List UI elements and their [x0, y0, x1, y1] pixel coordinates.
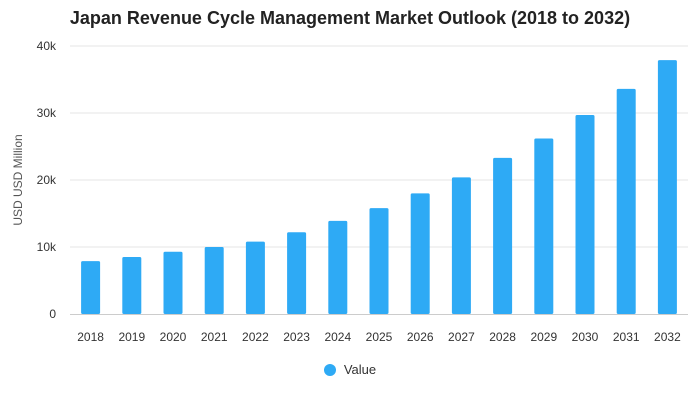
x-tick-label: 2026: [407, 330, 434, 344]
x-tick-label: 2028: [489, 330, 516, 344]
x-tick-label: 2020: [160, 330, 187, 344]
bar-2026: [410, 193, 430, 314]
x-tick-label: 2027: [448, 330, 475, 344]
y-tick-label: 10k: [37, 240, 57, 254]
y-tick-label: 20k: [37, 173, 57, 187]
x-tick-label: 2024: [324, 330, 351, 344]
bar-2028: [493, 157, 513, 314]
x-tick-label: 2025: [366, 330, 393, 344]
bar-2032: [657, 60, 677, 314]
x-tick-label: 2021: [201, 330, 228, 344]
x-tick-label: 2030: [572, 330, 599, 344]
x-tick-label: 2022: [242, 330, 269, 344]
y-tick-label: 0: [49, 307, 56, 321]
bar-2029: [534, 138, 554, 314]
x-tick-label: 2018: [77, 330, 104, 344]
x-tick-label: 2032: [654, 330, 681, 344]
legend: Value: [0, 362, 700, 377]
y-axis-title: USD USD Million: [11, 134, 25, 225]
legend-label: Value: [343, 362, 377, 377]
x-tick-label: 2031: [613, 330, 640, 344]
chart-title: Japan Revenue Cycle Management Market Ou…: [69, 8, 631, 28]
bar-2023: [287, 232, 307, 314]
y-tick-label: 30k: [37, 106, 57, 120]
legend-marker: [323, 363, 336, 376]
x-tick-label: 2023: [283, 330, 310, 344]
y-tick-label: 40k: [37, 39, 57, 53]
x-tick-label: 2019: [118, 330, 145, 344]
bar-2024: [328, 220, 348, 314]
bar-2022: [245, 241, 265, 314]
bar-2027: [451, 177, 471, 314]
bar-2018: [81, 261, 101, 314]
bar-2030: [575, 115, 595, 314]
bar-2021: [204, 247, 224, 314]
bar-2019: [122, 257, 142, 314]
x-tick-label: 2029: [530, 330, 557, 344]
bar-2025: [369, 208, 389, 314]
bar-2020: [163, 251, 183, 314]
bar-2031: [616, 88, 636, 314]
